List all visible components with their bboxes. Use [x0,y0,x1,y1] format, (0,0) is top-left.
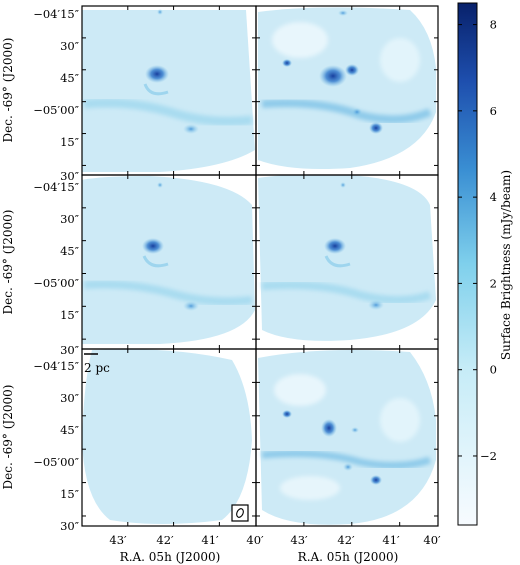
bright-source [142,238,164,254]
colorbar-tick-label: 2 [490,276,497,290]
bright-source [145,65,169,83]
bright-source [338,10,348,16]
x-axis-title: R.A. 05h (J2000) [120,550,221,564]
y-tick-labels: −04′15″ 30″ 45″ −05′00″ 15″ 30″ −04′15″ … [33,7,80,533]
y-tick-label: 30″ [60,343,80,357]
bright-source [352,108,362,116]
scale-bar: 2 pc [84,353,110,375]
bright-source [345,64,359,76]
colorbar-tick-label: 6 [490,104,497,118]
x-tick-label: 42′ [337,533,355,547]
colorbar-ticks: 8 6 4 2 0 −2 [458,18,497,463]
axis-tick-marks [82,6,438,526]
y-tick-label: −04′15″ [33,7,80,21]
y-tick-label: 30″ [60,391,80,405]
colorbar-label: Surface Brightness (mJy/beam) [499,170,513,360]
colorbar: 8 6 4 2 0 −2 Surface Brightness (mJy/beam) [457,2,513,526]
bright-source [282,410,292,418]
colorbar-tick-label: −2 [480,449,497,463]
bright-source [183,301,199,311]
bright-source [321,419,337,437]
y-tick-label: 15″ [60,135,80,149]
scale-bar-label: 2 pc [84,361,110,375]
y-tick-label: −05′00″ [33,455,80,469]
bright-source [340,182,346,188]
colorbar-tick-label: 0 [490,363,497,377]
y-tick-label: 30″ [60,39,80,53]
bright-source [319,65,347,87]
bright-source [368,300,384,310]
panel-2 [258,7,436,169]
y-tick-label: 30″ [60,519,80,533]
colorbar-gradient [457,2,478,526]
y-tick-label: −05′00″ [33,276,80,290]
x-tick-label: 40′ [423,533,441,547]
y-axis-title: Dec. -69° (J2000) [1,38,15,143]
y-tick-label: 15″ [60,487,80,501]
y-tick-label: −05′00″ [33,103,80,117]
panel-5 [82,349,252,524]
y-tick-label: 45″ [60,423,80,437]
y-tick-label: 30″ [60,169,80,183]
bright-source [157,9,163,15]
colorbar-tick-label: 8 [490,18,497,32]
panel-4 [258,174,436,341]
x-tick-labels: 43′ 42′ 41′ 40′ 43′ 42′ 41′ 40′ [109,533,441,547]
bright-source [282,59,292,67]
bright-source [157,182,163,188]
bright-source [369,122,383,134]
y-tick-label: −04′15″ [33,359,80,373]
x-tick-label: 41′ [382,533,400,547]
panel-3 [82,176,255,344]
x-axis-title: R.A. 05h (J2000) [298,550,399,564]
x-tick-label: 41′ [201,533,219,547]
y-tick-label: 45″ [60,244,80,258]
x-tick-label: 43′ [109,533,127,547]
y-tick-label: 45″ [60,71,80,85]
x-tick-label: 40′ [246,533,264,547]
bright-source [343,463,353,471]
y-tick-label: −04′15″ [33,180,80,194]
panel-6 [258,350,436,525]
y-tick-label: 30″ [60,212,80,226]
colorbar-tick-label: 4 [490,190,497,204]
panel-frames [81,5,439,527]
x-tick-label: 42′ [156,533,174,547]
panel-1 [82,9,255,172]
y-axis-title: Dec. -69° (J2000) [1,385,15,490]
bright-source [324,238,346,254]
y-tick-label: 15″ [60,308,80,322]
y-axis-title: Dec. -69° (J2000) [1,210,15,315]
x-tick-label: 43′ [290,533,308,547]
beam-box [231,504,249,522]
bright-source [370,475,382,485]
bright-source [351,427,359,433]
bright-source [183,124,199,134]
